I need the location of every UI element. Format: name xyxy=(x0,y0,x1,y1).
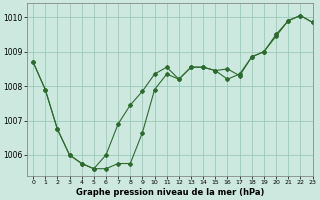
X-axis label: Graphe pression niveau de la mer (hPa): Graphe pression niveau de la mer (hPa) xyxy=(76,188,264,197)
